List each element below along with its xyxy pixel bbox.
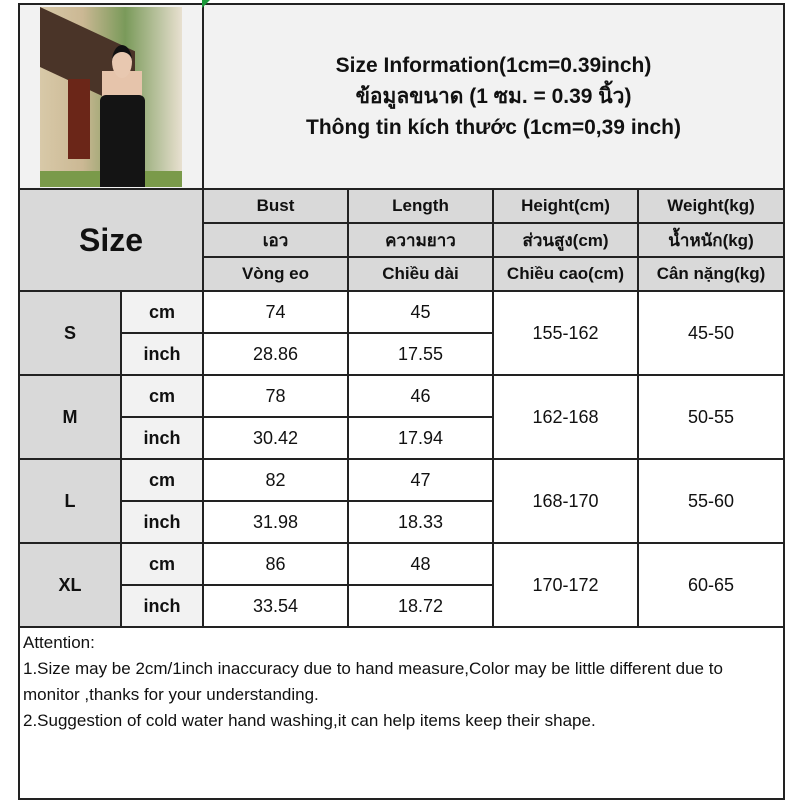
title-vietnamese: Thông tin kích thước (1cm=0,39 inch) bbox=[306, 116, 681, 139]
size-row-cm: L cm 82 47 168-170 55-60 bbox=[18, 458, 786, 544]
weight-range: 50-55 bbox=[636, 374, 786, 460]
bust-inch: 28.86 bbox=[202, 332, 349, 376]
size-name: S bbox=[18, 290, 122, 376]
size-row-inch: inch 33.54 18.72 bbox=[19, 584, 784, 628]
height-range: 170-172 bbox=[492, 542, 639, 628]
bust-cm: 86 bbox=[202, 542, 349, 586]
length-inch: 18.72 bbox=[347, 584, 494, 628]
height-range: 162-168 bbox=[492, 374, 639, 460]
header-length-vietnamese: Chiều dài bbox=[347, 256, 494, 292]
size-name: M bbox=[18, 374, 122, 460]
bust-inch: 30.42 bbox=[202, 416, 349, 460]
weight-range: 45-50 bbox=[636, 290, 786, 376]
size-name: L bbox=[18, 458, 122, 544]
size-row-cm: XL cm 86 48 170-172 60-65 bbox=[18, 542, 786, 628]
length-cm: 46 bbox=[347, 374, 494, 418]
size-row-inch: inch 31.98 18.33 bbox=[19, 500, 784, 544]
attention-heading: Attention: bbox=[23, 633, 95, 652]
weight-range: 55-60 bbox=[636, 458, 786, 544]
title-english: Size Information(1cm=0.39inch) bbox=[335, 54, 652, 77]
header-weight-thai: น้ำหนัก(kg) bbox=[636, 222, 786, 258]
unit-cm: cm bbox=[120, 542, 204, 586]
size-row-cm: S cm 74 45 155-162 45-50 bbox=[18, 290, 786, 376]
bust-inch: 31.98 bbox=[202, 500, 349, 544]
size-row-cm: M cm 78 46 162-168 50-55 bbox=[18, 374, 786, 460]
bust-cm: 78 bbox=[202, 374, 349, 418]
header-height-vietnamese: Chiều cao(cm) bbox=[492, 256, 639, 292]
corner-marker-icon bbox=[202, 0, 210, 8]
length-inch: 18.33 bbox=[347, 500, 494, 544]
unit-cm: cm bbox=[120, 290, 204, 334]
header-weight-vietnamese: Cân nặng(kg) bbox=[636, 256, 786, 292]
length-cm: 47 bbox=[347, 458, 494, 502]
size-header: Size bbox=[18, 188, 204, 292]
weight-range: 60-65 bbox=[636, 542, 786, 628]
bust-cm: 74 bbox=[202, 290, 349, 334]
size-chart-table: Size Information(1cm=0.39inch) ข้อมูลขนา… bbox=[17, 3, 786, 800]
photo-cell bbox=[18, 3, 204, 190]
bust-inch: 33.54 bbox=[202, 584, 349, 628]
length-inch: 17.94 bbox=[347, 416, 494, 460]
title-thai: ข้อมูลขนาด (1 ซม. = 0.39 นิ้ว) bbox=[355, 85, 632, 108]
bust-cm: 82 bbox=[202, 458, 349, 502]
size-row-inch: inch 28.86 17.55 bbox=[19, 332, 784, 376]
attention-note-2: 2.Suggestion of cold water hand washing,… bbox=[23, 711, 596, 730]
model-photo bbox=[40, 6, 182, 187]
unit-inch: inch bbox=[120, 500, 204, 544]
header-length-thai: ความยาว bbox=[347, 222, 494, 258]
unit-inch: inch bbox=[120, 332, 204, 376]
header-weight: Weight(kg) bbox=[636, 188, 786, 224]
unit-inch: inch bbox=[120, 584, 204, 628]
header-bust-thai: เอว bbox=[202, 222, 349, 258]
unit-cm: cm bbox=[120, 458, 204, 502]
unit-cm: cm bbox=[120, 374, 204, 418]
unit-inch: inch bbox=[120, 416, 204, 460]
header-bust-vietnamese: Vòng eo bbox=[202, 256, 349, 292]
header-bust: Bust bbox=[202, 188, 349, 224]
title-cell: Size Information(1cm=0.39inch) ข้อมูลขนา… bbox=[201, 3, 786, 190]
header-height-thai: ส่วนสูง(cm) bbox=[492, 222, 639, 258]
header-height: Height(cm) bbox=[492, 188, 639, 224]
height-range: 155-162 bbox=[492, 290, 639, 376]
header-length: Length bbox=[347, 188, 494, 224]
size-row-inch: inch 30.42 17.94 bbox=[19, 416, 784, 460]
height-range: 168-170 bbox=[492, 458, 639, 544]
length-cm: 45 bbox=[347, 290, 494, 334]
length-cm: 48 bbox=[347, 542, 494, 586]
attention-note-1: 1.Size may be 2cm/1inch inaccuracy due t… bbox=[23, 659, 723, 704]
size-name: XL bbox=[18, 542, 122, 628]
length-inch: 17.55 bbox=[347, 332, 494, 376]
attention-notes: Attention: 1.Size may be 2cm/1inch inacc… bbox=[17, 626, 786, 800]
